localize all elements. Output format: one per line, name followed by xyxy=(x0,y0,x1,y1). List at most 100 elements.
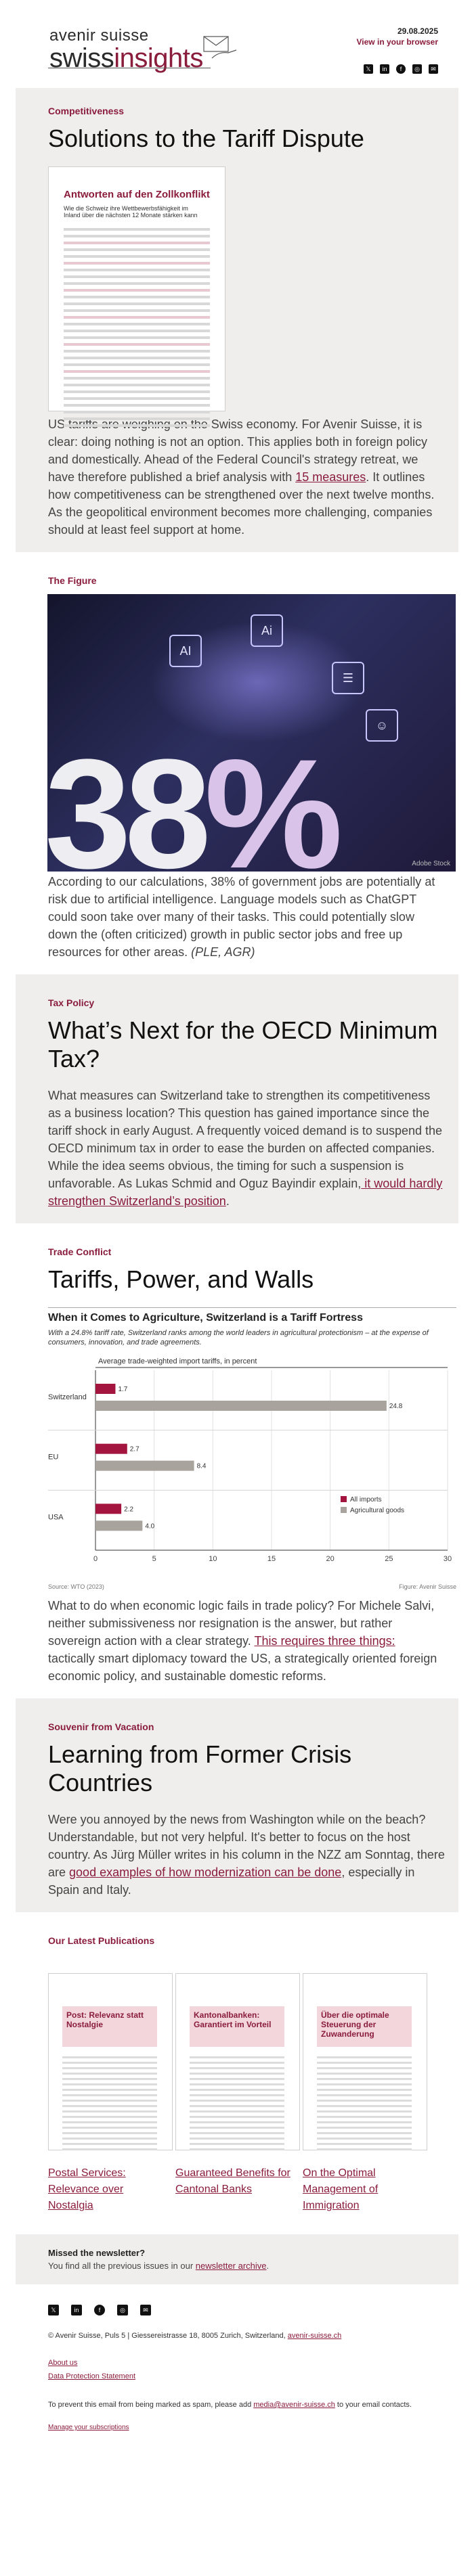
linkedin-icon[interactable]: in xyxy=(380,64,389,74)
missed-text: You find all the previous issues in our … xyxy=(48,2261,270,2271)
section-kicker: Our Latest Publications xyxy=(48,1935,155,1946)
axis-label: Average trade-weighted import tariffs, i… xyxy=(98,1357,257,1365)
mail-icon[interactable]: ✉ xyxy=(140,2305,151,2315)
x-icon[interactable]: 𝕏 xyxy=(48,2305,59,2315)
logo-line1: avenir suisse xyxy=(49,26,149,45)
website-link[interactable]: avenir-suisse.ch xyxy=(287,2332,342,2340)
section-kicker: Souvenir from Vacation xyxy=(48,1721,154,1732)
privacy-link[interactable]: Data Protection Statement xyxy=(48,2372,136,2380)
x-tick-label: 15 xyxy=(267,1555,276,1563)
newsletter-archive-link[interactable]: newsletter archive xyxy=(195,2261,267,2271)
missed-newsletter: Missed the newsletter? You find all the … xyxy=(16,2234,458,2284)
ai-hands-image: AI Ai ☰ ☺ 38% Adobe Stock xyxy=(47,594,456,872)
legend-swatch xyxy=(341,1507,347,1513)
media-email-link[interactable]: media@avenir-suisse.ch xyxy=(253,2401,335,2409)
section-text: US tariffs are weighing on the Swiss eco… xyxy=(48,417,435,537)
x-tick-label: 25 xyxy=(385,1555,393,1563)
ai-chip-icon: AI xyxy=(169,635,202,667)
logo-insights: insights xyxy=(114,43,203,73)
footer-social: 𝕏 in f ◎ ✉ xyxy=(48,2305,426,2315)
report-text-lines xyxy=(64,228,210,431)
bar xyxy=(95,1443,127,1454)
chart-credit: Figure: Avenir Suisse xyxy=(399,1583,456,1590)
chart-title: When it Comes to Agriculture, Switzerlan… xyxy=(48,1307,456,1324)
header-meta: 29.08.2025 View in your browser xyxy=(357,26,438,47)
mail-icon[interactable]: ✉ xyxy=(429,64,438,74)
instagram-icon[interactable]: ◎ xyxy=(117,2305,128,2315)
data-label: 8.4 xyxy=(197,1463,207,1470)
footer-address: © Avenir Suisse, Puls 5 | Giessereistras… xyxy=(48,2332,342,2340)
chart-source: Source: WTO (2023) xyxy=(48,1583,104,1590)
about-link[interactable]: About us xyxy=(48,2359,78,2367)
big-percentage: 38% xyxy=(47,727,343,872)
report-subtitle: Wie die Schweiz ihre Wettbewerbsfähigkei… xyxy=(64,205,198,219)
section-text: Were you annoyed by the news from Washin… xyxy=(48,1813,445,1897)
data-label: 24.8 xyxy=(389,1403,403,1410)
facebook-icon[interactable]: f xyxy=(396,64,406,74)
data-label: 4.0 xyxy=(145,1522,154,1530)
section-title: What’s Next for the OECD Minimum Tax? xyxy=(48,1016,438,1072)
envelope-hand-icon xyxy=(203,36,237,59)
modernization-link[interactable]: good examples of how modernization can b… xyxy=(69,1866,342,1879)
publication-link[interactable]: Postal Services: Relevance over Nostalgi… xyxy=(48,2167,126,2211)
publication-item: Kantonalbanken: Garantiert im Vorteil Gu… xyxy=(175,1973,300,2214)
x-tick-label: 10 xyxy=(209,1555,217,1563)
legend-label: All imports xyxy=(350,1496,382,1504)
logo-swiss: swiss xyxy=(49,43,114,73)
bar xyxy=(95,1401,387,1411)
category-label: Switzerland xyxy=(48,1393,87,1401)
measures-link[interactable]: 15 measures xyxy=(295,470,366,484)
bar xyxy=(95,1384,116,1394)
chart-subtitle: With a 24.8% tariff rate, Switzerland ra… xyxy=(48,1329,429,1347)
section-title: Tariffs, Power, and Walls xyxy=(48,1265,314,1293)
x-icon[interactable]: 𝕏 xyxy=(364,64,373,74)
oecd-article-link[interactable]: it would hardly strengthen Switzerland’s… xyxy=(48,1177,443,1208)
publication-cover[interactable]: Kantonalbanken: Garantiert im Vorteil xyxy=(175,1973,300,2150)
missed-title: Missed the newsletter? xyxy=(48,2248,146,2258)
section-trade-conflict: Trade Conflict Tariffs, Power, and Walls… xyxy=(16,1223,458,1698)
chart-footer: Source: WTO (2023) Figure: Avenir Suisse xyxy=(48,1583,456,1590)
report-thumbnail[interactable]: Antworten auf den Zollkonflikt Wie die S… xyxy=(48,166,225,427)
section-tax-policy: Tax Policy What’s Next for the OECD Mini… xyxy=(16,974,458,1223)
logo[interactable]: avenir suisse swissinsights xyxy=(49,27,203,72)
instagram-icon[interactable]: ◎ xyxy=(412,64,422,74)
section-title: Learning from Former Crisis Countries xyxy=(48,1740,352,1797)
category-label: EU xyxy=(48,1453,58,1462)
x-tick-label: 0 xyxy=(93,1555,98,1563)
publication-item: Über die optimale Steuerung der Zuwander… xyxy=(303,1973,427,2214)
user-icon: ☺ xyxy=(366,709,398,742)
data-label: 2.7 xyxy=(130,1446,139,1453)
x-tick-label: 5 xyxy=(152,1555,156,1563)
facebook-icon[interactable]: f xyxy=(94,2305,105,2315)
publication-cover[interactable]: Über die optimale Steuerung der Zuwander… xyxy=(303,1973,427,2150)
section-kicker: Tax Policy xyxy=(48,997,95,1008)
data-label: 2.2 xyxy=(124,1506,133,1513)
bar xyxy=(95,1460,194,1471)
logo-line2: swissinsights xyxy=(49,45,203,72)
publication-link[interactable]: Guaranteed Benefits for Cantonal Banks xyxy=(175,2167,290,2195)
report-title: Antworten auf den Zollkonflikt xyxy=(64,189,210,200)
header: avenir suisse swissinsights 29.08.2025 V… xyxy=(16,0,458,88)
section-competitiveness: Competitiveness Solutions to the Tariff … xyxy=(16,88,458,552)
linkedin-icon[interactable]: in xyxy=(71,2305,82,2315)
image-credit: Adobe Stock xyxy=(412,860,450,867)
issue-date: 29.08.2025 xyxy=(397,26,438,36)
x-tick-label: 20 xyxy=(326,1555,335,1563)
section-kicker: Trade Conflict xyxy=(48,1246,112,1257)
bar xyxy=(95,1520,143,1531)
spam-note: To prevent this email from being marked … xyxy=(48,2401,412,2409)
legend-label: Agricultural goods xyxy=(350,1507,404,1514)
x-tick-label: 30 xyxy=(444,1555,452,1563)
publication-cover[interactable]: Post: Relevanz statt Nostalgie xyxy=(48,1973,173,2150)
manage-subscriptions-link[interactable]: Manage your subscriptions xyxy=(48,2424,129,2431)
publication-link[interactable]: On the Optimal Management of Immigration xyxy=(303,2167,379,2211)
three-things-link[interactable]: This requires three things: xyxy=(254,1634,395,1648)
section-text: What measures can Switzerland take to st… xyxy=(48,1089,443,1208)
footer: 𝕏 in f ◎ ✉ © Avenir Suisse, Puls 5 | Gie… xyxy=(16,2284,458,2454)
header-social: 𝕏 in f ◎ ✉ xyxy=(364,64,438,74)
view-in-browser-link[interactable]: View in your browser xyxy=(356,37,438,47)
tariff-chart: When it Comes to Agriculture, Switzerlan… xyxy=(48,1307,456,1590)
bar xyxy=(95,1504,122,1514)
section-publications: Our Latest Publications Post: Relevanz s… xyxy=(16,1912,458,2234)
publication-list: Post: Relevanz statt Nostalgie Postal Se… xyxy=(16,1973,458,2214)
